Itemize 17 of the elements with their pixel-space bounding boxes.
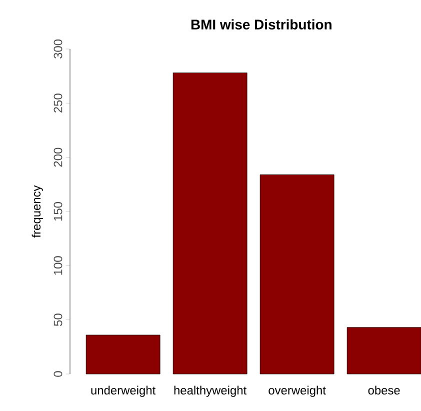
x-tick-label: obese (368, 386, 400, 395)
y-tick-label: 0 (54, 371, 62, 377)
bar (260, 174, 334, 374)
y-tick-label: 300 (54, 39, 62, 59)
y-tick-label: 50 (54, 314, 62, 326)
chart-title: BMI wise Distribution (191, 19, 332, 30)
bar (346, 327, 421, 374)
x-tick-label: underweight (91, 386, 156, 397)
y-tick-label: 250 (54, 94, 62, 113)
x-tick-label: overweight (268, 386, 326, 397)
y-axis-title: frequency (32, 185, 43, 238)
bar (172, 72, 248, 374)
y-tick-label: 200 (54, 148, 62, 167)
bar (86, 334, 160, 374)
y-tick-label: 150 (54, 202, 62, 221)
x-tick-label: healthyweight (174, 386, 247, 397)
y-tick-label: 100 (54, 256, 62, 275)
